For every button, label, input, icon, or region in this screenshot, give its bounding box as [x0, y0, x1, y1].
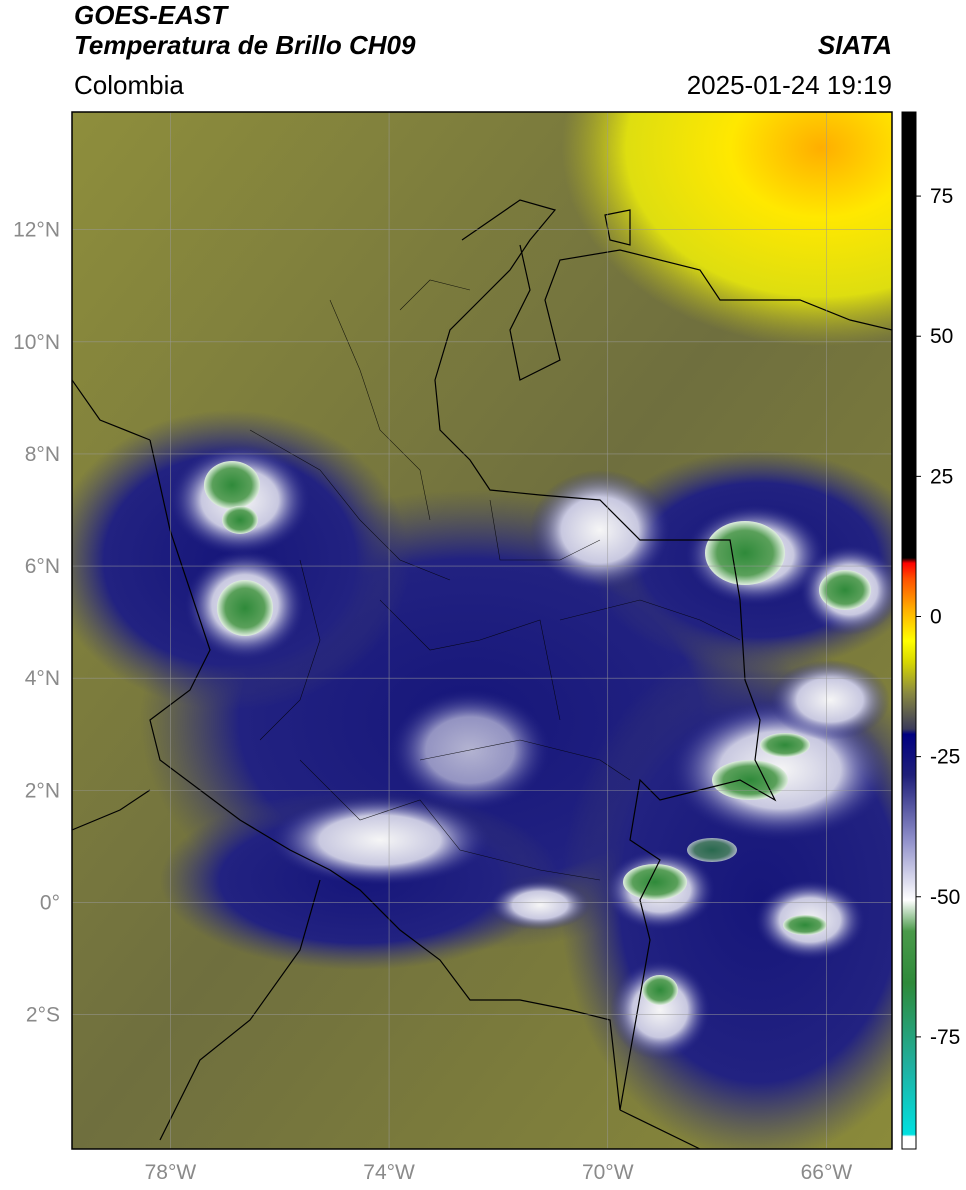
map-panel: [72, 112, 892, 1149]
colorbar-tick-label: 75: [930, 185, 953, 208]
colorbar-tick-label: -25: [930, 746, 960, 769]
cloud-9: [610, 960, 710, 1060]
storm-core-4: [705, 521, 785, 585]
lon-tick-label: 78°W: [145, 1161, 197, 1184]
lat-tick-label: 6°N: [25, 555, 60, 578]
lon-tick-label: 74°W: [363, 1161, 415, 1184]
storm-core-11: [687, 838, 737, 862]
storm-core-1: [204, 461, 260, 509]
cloud-13: [770, 660, 890, 740]
longitude-labels: 78°W 74°W 70°W 66°W: [145, 1161, 853, 1184]
storm-core-6: [712, 760, 788, 800]
colorbar-tick-label: 50: [930, 325, 953, 348]
colorbar-tick-label: -75: [930, 1026, 960, 1049]
institution-label: SIATA: [817, 30, 892, 60]
colorbar-tick-label: -50: [930, 886, 960, 909]
department-borders: [249, 279, 741, 881]
storm-core-3: [217, 580, 273, 636]
storm-core-9: [642, 975, 678, 1005]
satellite-name: GOES-EAST: [74, 0, 228, 30]
colorbar: 75 50 25 0 -25 -50 -75: [901, 111, 960, 1150]
warm-region: [420, 112, 892, 472]
lat-tick-label: 12°N: [13, 219, 60, 242]
lat-tick-label: 8°N: [25, 443, 60, 466]
colorbar-ticks: 75 50 25 0 -25 -50 -75: [916, 185, 960, 1049]
country-borders: [72, 199, 892, 1149]
storm-core-2: [222, 506, 258, 534]
cloud-3: [530, 470, 670, 590]
storm-core-10: [783, 915, 827, 935]
lat-tick-label: 4°N: [25, 667, 60, 690]
storm-core-5: [819, 570, 871, 610]
region-label: Colombia: [74, 70, 184, 100]
colorbar-gradient: [901, 111, 917, 1150]
map-gridlines: [72, 112, 892, 1149]
datetime-label: 2025-01-24 19:19: [686, 70, 892, 100]
lat-tick-label: 2°S: [26, 1003, 60, 1026]
cloud-12: [490, 880, 590, 930]
cloud-6: [270, 795, 490, 885]
colorbar-tick-label: 0: [930, 605, 942, 628]
lat-tick-label: 10°N: [13, 331, 60, 354]
map-title: GOES-EAST Temperatura de Brillo CH09: [74, 0, 415, 60]
lon-tick-label: 66°W: [801, 1161, 853, 1184]
lat-tick-label: 0°: [40, 891, 60, 914]
colorbar-tick-label: 25: [930, 465, 953, 488]
lon-tick-label: 70°W: [582, 1161, 634, 1184]
lat-tick-label: 2°N: [25, 779, 60, 802]
map-frame: [71, 111, 893, 1150]
storm-core-7: [760, 733, 810, 757]
storm-core-8: [623, 864, 687, 900]
product-name: Temperatura de Brillo CH09: [74, 30, 416, 60]
latitude-labels: 12°N 10°N 8°N 6°N 4°N 2°N 0° 2°S: [13, 219, 60, 1027]
